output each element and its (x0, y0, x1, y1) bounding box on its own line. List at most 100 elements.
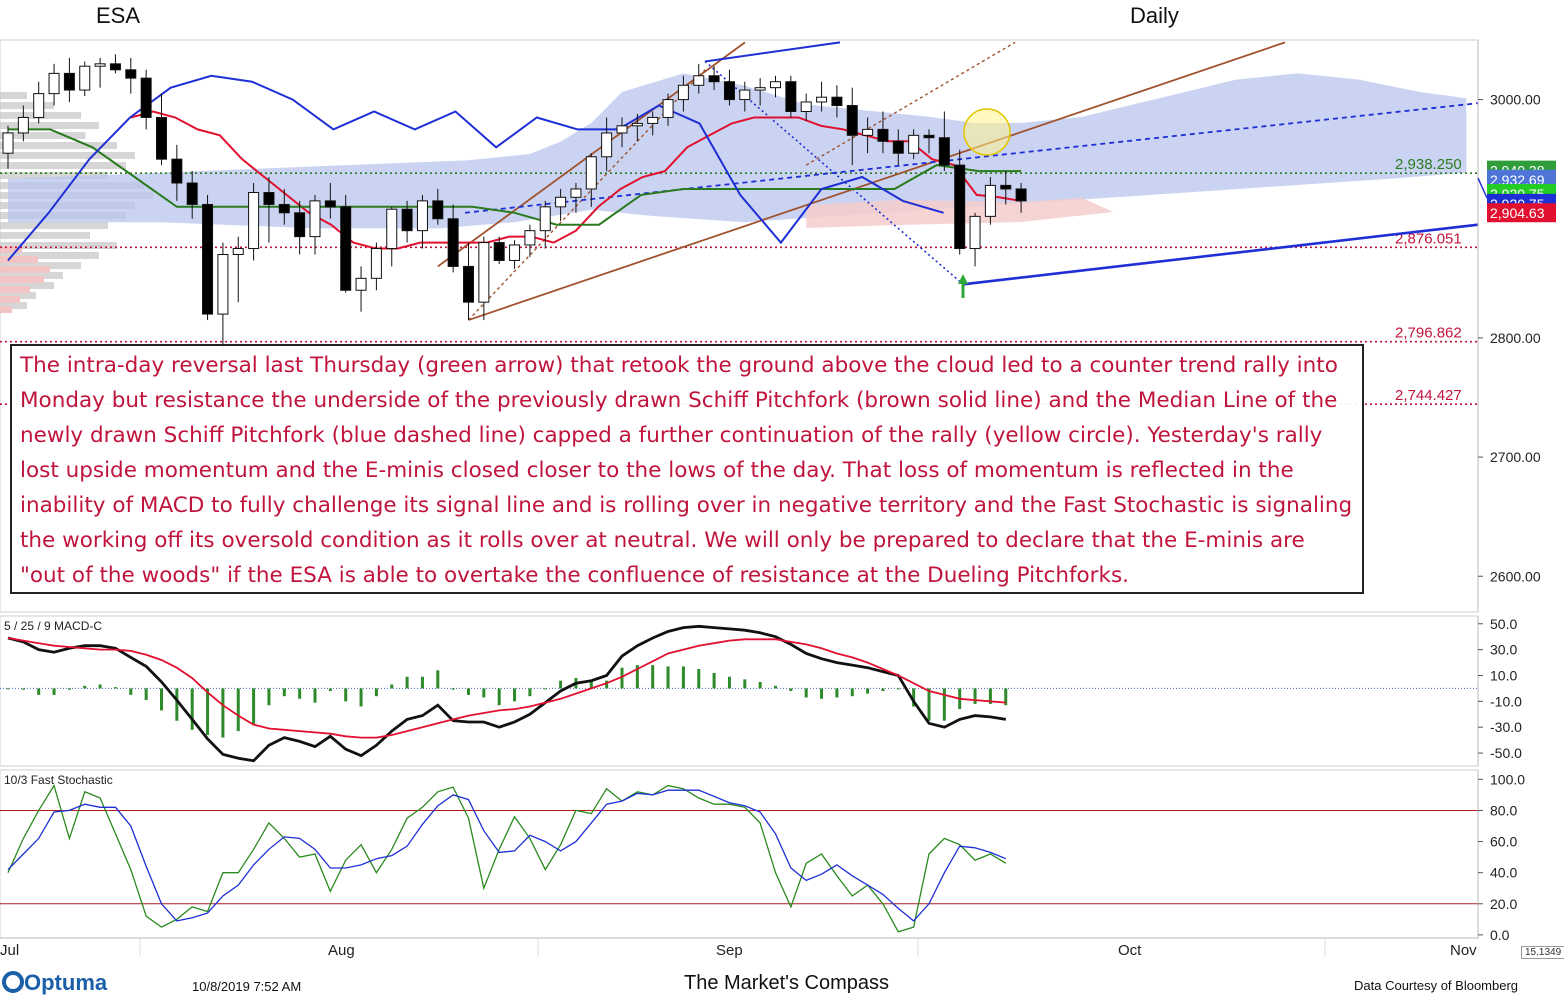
stochastic-d-line (7, 789, 1007, 922)
volume-profile-bar (0, 232, 90, 239)
candle (524, 224, 536, 257)
macd-histogram-bar (820, 688, 824, 699)
optuma-logo: Optuma (2, 970, 107, 996)
macd-histogram-bar (374, 688, 378, 697)
macd-histogram-bar (113, 687, 117, 689)
macd-histogram-bar (513, 688, 517, 702)
candle-body (647, 116, 659, 124)
macd-histogram-bar (1004, 688, 1008, 706)
candle (416, 194, 428, 249)
candle (785, 75, 797, 118)
macd-histogram-bar (282, 688, 286, 697)
candle (48, 63, 60, 106)
optuma-logo-icon (2, 971, 24, 993)
macd-histogram-bar (67, 688, 71, 690)
candle-body (355, 277, 367, 291)
candle-body (708, 75, 720, 83)
candle-body (892, 140, 904, 154)
x-axis-label: Sep (716, 942, 743, 959)
candle (1000, 171, 1012, 205)
period-label: Daily (1130, 3, 1179, 28)
candle-body (340, 206, 352, 291)
volume-profile-bar (0, 132, 86, 139)
volume-profile-bar (0, 262, 81, 269)
macd-histogram-bar (405, 676, 409, 689)
candle (877, 111, 889, 154)
candle-body (416, 200, 428, 232)
macd-histogram-bar (896, 688, 900, 690)
macd-histogram-bar (98, 684, 102, 689)
candle-body (386, 208, 398, 250)
price-tick-label: 2800.00 (1490, 330, 1541, 346)
macd-tick-label: -10.0 (1490, 693, 1522, 709)
candle (723, 69, 735, 106)
x-axis-label: Aug (328, 942, 355, 959)
macd-histogram-bar (160, 688, 163, 711)
macd-histogram-bar (850, 688, 854, 697)
candle-body (585, 156, 597, 190)
candle (754, 78, 766, 106)
macd-histogram-bar (497, 688, 501, 706)
macd-histogram-bar (451, 688, 455, 690)
candle-body (938, 137, 950, 166)
candle-body (601, 132, 613, 158)
candle (217, 242, 229, 350)
reversal-arrow-icon (958, 274, 968, 298)
candle-body (493, 242, 505, 261)
candle (570, 183, 582, 213)
candle-body (770, 81, 781, 89)
candle-body (555, 196, 567, 208)
volume-profile-bar (0, 222, 108, 229)
candle (739, 81, 751, 112)
candle (401, 200, 413, 243)
candle-body (324, 200, 336, 208)
macd-histogram-bar (774, 685, 777, 689)
macd-histogram-bar (144, 688, 148, 701)
candle (831, 85, 843, 118)
macd-histogram-bar (221, 688, 225, 738)
stochastic-tick-label: 20.0 (1490, 896, 1517, 912)
candle-body (278, 203, 290, 214)
candle-body (186, 182, 198, 205)
macd-histogram-bar (835, 688, 839, 698)
volume-profile-bar (0, 272, 63, 279)
macd-histogram-bar (651, 665, 655, 689)
candle (708, 66, 720, 91)
candle (677, 75, 689, 112)
x-axis-label: Jul (0, 942, 19, 959)
candle-body (754, 87, 766, 91)
candle-body (877, 128, 889, 142)
candle (555, 188, 567, 222)
macd-histogram-bar (252, 688, 256, 725)
volume-profile-bar (0, 252, 99, 259)
candle (2, 125, 14, 169)
price-tick-label: 3000.00 (1490, 92, 1541, 108)
volume-profile-bar (0, 286, 30, 293)
candle-body (48, 72, 60, 95)
candle (938, 111, 950, 172)
stochastic-panel (0, 769, 1479, 939)
macd-histogram-bar (758, 681, 762, 689)
stochastic-tick-label: 60.0 (1490, 834, 1517, 850)
macd-tick-label: 10.0 (1490, 667, 1517, 683)
stochastic-title: 10/3 Fast Stochastic (4, 773, 113, 787)
candle-body (923, 134, 935, 139)
pitchfork-median-line (464, 102, 1479, 214)
candle (862, 117, 874, 154)
volume-profile-bar (0, 282, 54, 289)
candle (693, 63, 705, 94)
macd-histogram-bar (789, 688, 793, 691)
candle (846, 87, 858, 166)
candle-body (509, 244, 521, 261)
candle (447, 204, 459, 273)
candle (1015, 183, 1027, 213)
tenkan-line (130, 110, 1022, 250)
macd-tick-label: -30.0 (1490, 719, 1522, 735)
stochastic-tick-label: 0.0 (1490, 927, 1510, 943)
price-tag-label: 2,932.69 (1490, 172, 1545, 188)
candle (585, 153, 597, 207)
candle (125, 57, 137, 94)
candle (662, 93, 674, 126)
level-label: 2,876.051 (1395, 230, 1462, 247)
x-axis-label: Nov (1450, 942, 1477, 959)
